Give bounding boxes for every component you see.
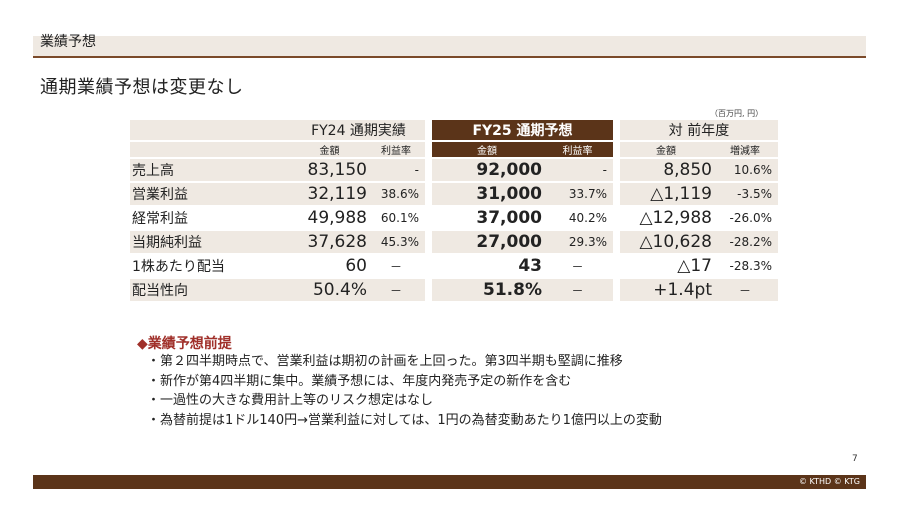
section-label: 業績予想 — [40, 34, 96, 50]
premise-bullet: ・新作が第4四半期に集中。業績予想には、年度内発売予定の新作を含む — [147, 373, 572, 389]
premise-bullet: ・第２四半期時点で、営業利益は期初の計画を上回った。第3四半期も堅調に推移 — [147, 354, 623, 369]
yoy-rate: -28.2% — [712, 231, 778, 253]
fy25-margin: － — [542, 279, 613, 301]
page-number: 7 — [852, 454, 858, 464]
table-row: 当期純利益 37,628 45.3% 27,000 29.3% △10,628 … — [130, 231, 778, 253]
yoy-amount: △1,119 — [620, 183, 712, 205]
fy24-margin: － — [367, 279, 425, 301]
yoy-amount: 8,850 — [620, 159, 712, 181]
yoy-rate: -3.5% — [712, 183, 778, 205]
subhead-fy25-margin: 利益率 — [542, 142, 613, 157]
premise-bullet: ・一過性の大きな費用計上等のリスク想定はなし — [147, 393, 434, 408]
fy25-amount: 31,000 — [432, 183, 542, 205]
yoy-amount: △17 — [620, 255, 712, 277]
row-label: 営業利益 — [130, 183, 292, 205]
premise-title: ◆業績予想前提 — [137, 336, 232, 352]
group-fy24: FY24 通期実績 — [292, 120, 425, 140]
subhead-yoy-amount: 金額 — [620, 142, 712, 157]
forecast-table: FY24 通期実績 FY25 通期予想 対 前年度 金額 利益率 金額 利益率 … — [130, 118, 778, 303]
group-fy25: FY25 通期予想 — [432, 120, 613, 140]
fy25-margin: － — [542, 255, 613, 277]
subhead-fy25-amount: 金額 — [432, 142, 542, 157]
table-row: 売上高 83,150 - 92,000 - 8,850 10.6% — [130, 159, 778, 181]
fy24-margin: 45.3% — [367, 231, 425, 253]
table-sub-header: 金額 利益率 金額 利益率 金額 増減率 — [130, 142, 778, 157]
subhead-yoy-rate: 増減率 — [712, 142, 778, 157]
fy25-amount: 37,000 — [432, 207, 542, 229]
page-headline: 通期業績予想は変更なし — [40, 77, 244, 98]
fy24-amount: 83,150 — [292, 159, 367, 181]
yoy-rate: -28.3% — [712, 255, 778, 277]
header-rule — [33, 56, 866, 58]
row-label: 経常利益 — [130, 207, 292, 229]
fy24-margin: - — [367, 159, 425, 181]
yoy-amount: △12,988 — [620, 207, 712, 229]
premise-bullet: ・為替前提は1ドル140円→営業利益に対しては、1円の為替変動あたり1億円以上の… — [147, 412, 662, 428]
table-row: 配当性向 50.4% － 51.8% － +1.4pt － — [130, 279, 778, 301]
row-label: 配当性向 — [130, 279, 292, 301]
yoy-amount: +1.4pt — [620, 279, 712, 301]
fy24-amount: 60 — [292, 255, 367, 277]
fy25-margin: 40.2% — [542, 207, 613, 229]
fy25-margin: 33.7% — [542, 183, 613, 205]
row-label: 売上高 — [130, 159, 292, 181]
fy24-amount: 49,988 — [292, 207, 367, 229]
group-yoy: 対 前年度 — [620, 120, 778, 140]
row-label: 1株あたり配当 — [130, 255, 292, 277]
fy25-amount: 27,000 — [432, 231, 542, 253]
fy25-amount: 51.8% — [432, 279, 542, 301]
header-band — [33, 36, 866, 56]
subhead-fy24-amount: 金額 — [292, 142, 367, 157]
fy25-margin: - — [542, 159, 613, 181]
fy25-margin: 29.3% — [542, 231, 613, 253]
table-group-header: FY24 通期実績 FY25 通期予想 対 前年度 — [130, 120, 778, 140]
table-row: 営業利益 32,119 38.6% 31,000 33.7% △1,119 -3… — [130, 183, 778, 205]
fy25-amount: 43 — [432, 255, 542, 277]
yoy-amount: △10,628 — [620, 231, 712, 253]
copyright: © KTHD © KTG — [798, 477, 860, 486]
header-blank — [130, 120, 292, 140]
unit-note: （百万円, 円） — [710, 109, 764, 118]
subhead-fy24-margin: 利益率 — [367, 142, 425, 157]
table-row: 1株あたり配当 60 － 43 － △17 -28.3% — [130, 255, 778, 277]
fy24-amount: 32,119 — [292, 183, 367, 205]
premise-list: ・第２四半期時点で、営業利益は期初の計画を上回った。第3四半期も堅調に推移 ・新… — [147, 352, 662, 430]
fy24-amount: 37,628 — [292, 231, 367, 253]
yoy-rate: 10.6% — [712, 159, 778, 181]
fy24-amount: 50.4% — [292, 279, 367, 301]
footer-bar — [33, 475, 866, 489]
yoy-rate: -26.0% — [712, 207, 778, 229]
fy24-margin: 60.1% — [367, 207, 425, 229]
yoy-rate: － — [712, 279, 778, 301]
row-label: 当期純利益 — [130, 231, 292, 253]
fy24-margin: － — [367, 255, 425, 277]
table-row: 経常利益 49,988 60.1% 37,000 40.2% △12,988 -… — [130, 207, 778, 229]
fy25-amount: 92,000 — [432, 159, 542, 181]
fy24-margin: 38.6% — [367, 183, 425, 205]
